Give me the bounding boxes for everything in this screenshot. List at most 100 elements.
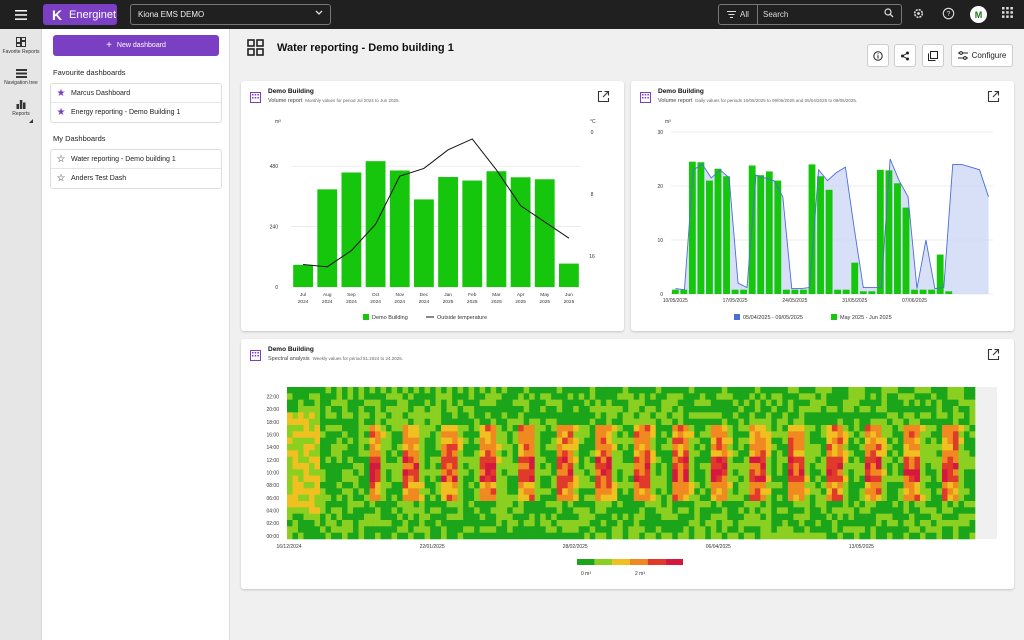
heatmap-cell (490, 482, 497, 489)
heatmap-cell (804, 450, 811, 457)
help-icon[interactable]: ? (941, 7, 956, 22)
search-input[interactable] (763, 10, 883, 19)
heatmap-cell (424, 494, 431, 502)
heatmap-cell (710, 412, 717, 419)
star-outline-icon[interactable]: ☆ (56, 173, 66, 184)
heatmap-cell (540, 437, 546, 445)
heatmap-cell (578, 532, 585, 540)
heatmap-cell (287, 393, 293, 400)
heatmap-cell (419, 406, 425, 413)
heatmap-cell (721, 406, 728, 413)
bar (714, 168, 722, 294)
bar (671, 289, 679, 294)
heatmap-cell (958, 475, 965, 483)
search-icon[interactable] (884, 8, 894, 21)
heatmap-cell (732, 387, 739, 394)
heatmap-cell (892, 482, 899, 489)
favourite-item[interactable]: ★ Marcus Dashboard (51, 84, 221, 103)
heatmap-cell (815, 412, 822, 419)
heatmap-cell (375, 463, 381, 470)
favourite-item[interactable]: ★ Energy reporting - Demo Building 1 (51, 103, 221, 122)
rail-favorite-reports[interactable]: Favorite Reports (0, 37, 42, 55)
heatmap-cell (886, 482, 893, 489)
heatmap-cell (490, 532, 497, 540)
apps-grid-icon[interactable] (1000, 7, 1015, 22)
heatmap-cell (897, 444, 904, 451)
heatmap-cell (947, 387, 954, 394)
dashboard-item[interactable]: ☆ Water reporting - Demo building 1 (51, 150, 221, 169)
heatmap-cell (760, 507, 767, 514)
heatmap-cell (303, 482, 310, 489)
heatmap-cell (325, 507, 332, 514)
heatmap-cell (628, 412, 635, 419)
info-button[interactable] (867, 44, 889, 67)
user-avatar[interactable]: M (970, 6, 987, 23)
heatmap-cell (908, 501, 915, 508)
star-filled-icon[interactable]: ★ (56, 107, 66, 118)
heatmap-cell (303, 520, 310, 527)
heatmap-cell (463, 494, 469, 502)
heatmap-cell (430, 418, 436, 426)
heatmap-cell (518, 475, 524, 483)
heatmap-cell (941, 463, 948, 470)
brand-logo[interactable]: K Energinet (43, 4, 117, 25)
heatmap-cell (798, 437, 805, 445)
heatmap-cell (683, 412, 690, 419)
heatmap-cell (699, 469, 706, 476)
heatmap-cell (573, 456, 580, 464)
open-external-icon[interactable] (987, 90, 1000, 103)
heatmap-cell (292, 450, 299, 457)
new-dashboard-button[interactable]: + New dashboard (53, 35, 219, 56)
heatmap-cell (474, 507, 480, 514)
hamburger-menu-icon[interactable] (0, 0, 42, 29)
heatmap-cell (655, 418, 662, 426)
heatmap-cell (496, 526, 502, 533)
heatmap-cell (369, 437, 376, 445)
heatmap-cell (666, 399, 673, 407)
dashboard-item[interactable]: ☆ Anders Test Dash (51, 169, 221, 188)
heatmap-cell (710, 399, 717, 407)
search-filter-button[interactable]: All (719, 5, 758, 24)
heatmap-cell (677, 456, 684, 464)
heatmap-cell (468, 526, 475, 533)
heatmap-cell (578, 456, 585, 464)
heatmap-cell (666, 469, 673, 476)
rail-navigation-tree[interactable]: Navigation tree (0, 69, 42, 86)
heatmap-cell (947, 469, 954, 476)
heatmap-cell (633, 532, 640, 540)
heatmap-cell (523, 418, 530, 426)
heatmap-cell (336, 488, 343, 495)
heatmap-cell (485, 482, 491, 489)
heatmap-cell (892, 532, 899, 540)
heatmap-cell (644, 488, 651, 495)
configure-button[interactable]: Configure (951, 44, 1013, 67)
star-filled-icon[interactable]: ★ (56, 87, 66, 99)
rail-reports[interactable]: Reports (0, 100, 42, 123)
x-tick-label-year: 2024 (394, 299, 405, 305)
heatmap-cell (540, 488, 546, 495)
heatmap-cell (760, 450, 767, 457)
share-button[interactable] (894, 44, 916, 67)
heatmap-cell (864, 406, 871, 413)
heatmap-cell (551, 469, 557, 476)
heatmap-cell (573, 494, 580, 502)
settings-gear-icon[interactable] (911, 7, 926, 22)
bar (945, 291, 953, 294)
open-external-icon[interactable] (987, 348, 1000, 361)
heatmap-cell (798, 425, 805, 432)
heatmap-cell (683, 456, 690, 464)
heatmap-cell (562, 431, 569, 438)
heatmap-cell (958, 399, 965, 407)
heatmap-cell (853, 444, 860, 451)
heatmap-cell (325, 406, 332, 413)
open-external-icon[interactable] (597, 90, 610, 103)
heatmap-cell (842, 393, 849, 400)
heatmap-cell (573, 412, 580, 419)
y-axis-unit: m³ (275, 119, 281, 125)
heatmap-cell (413, 456, 420, 464)
star-outline-icon[interactable]: ☆ (56, 153, 66, 165)
copy-button[interactable] (922, 44, 944, 67)
site-selector[interactable]: Kiona EMS DEMO (130, 4, 331, 25)
heatmap-cell (633, 418, 640, 426)
heatmap-cell (545, 526, 552, 533)
